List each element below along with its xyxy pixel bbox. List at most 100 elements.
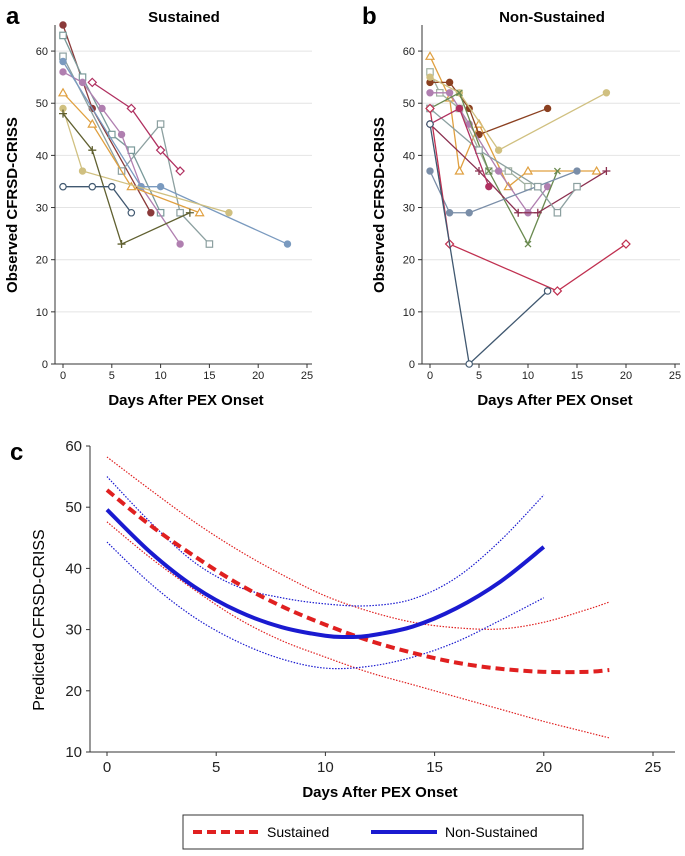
- data-point: [78, 78, 87, 87]
- series-line: [62, 61, 288, 245]
- data-point: [494, 167, 503, 175]
- series-line: [62, 71, 181, 245]
- y-tick-label: 50: [65, 499, 82, 516]
- data-point: [553, 208, 562, 217]
- data-point: [78, 167, 87, 175]
- panel-b-xlabel: Days After PEX Onset: [477, 392, 632, 409]
- x-tick-label: 5: [212, 759, 220, 776]
- x-tick-label: 15: [571, 370, 583, 382]
- data-point: [445, 78, 454, 87]
- x-tick-label: 10: [522, 370, 534, 382]
- data-point: [494, 146, 503, 154]
- y-tick-label: 50: [36, 98, 48, 110]
- legend-label-sustained: Sustained: [267, 824, 329, 840]
- panel-letter-b: b: [362, 3, 377, 30]
- data-point: [59, 21, 67, 29]
- y-tick-label: 60: [403, 46, 415, 58]
- data-point: [573, 167, 581, 175]
- panel-a-ylabel: Observed CFRSD-CRISS: [4, 117, 21, 293]
- data-point: [176, 208, 184, 217]
- data-point: [591, 165, 602, 175]
- fit-line-non-sustained: [105, 508, 546, 640]
- data-point: [553, 167, 561, 175]
- data-point: [126, 103, 137, 114]
- y-tick-label: 60: [36, 46, 48, 58]
- data-point: [621, 239, 631, 249]
- ci-line-sustained: [106, 456, 610, 630]
- data-point: [88, 146, 97, 155]
- data-point: [455, 104, 464, 113]
- data-point: [485, 167, 493, 175]
- x-tick-label: 5: [476, 370, 482, 382]
- data-point: [185, 208, 194, 217]
- series-line: [429, 108, 627, 292]
- series-line: [91, 81, 181, 172]
- data-point: [426, 120, 434, 128]
- data-point: [147, 209, 155, 217]
- data-point: [117, 130, 126, 139]
- panel-a-xlabel: Days After PEX Onset: [108, 392, 263, 409]
- panel-letter-a: a: [6, 3, 20, 30]
- data-point: [98, 104, 106, 113]
- data-point: [475, 167, 483, 176]
- data-point: [175, 166, 185, 176]
- series-line: [430, 92, 549, 214]
- data-point: [59, 57, 67, 66]
- data-point: [533, 208, 542, 217]
- data-point: [426, 89, 434, 97]
- panel-a-title: Sustained: [148, 9, 220, 26]
- data-point: [552, 286, 563, 296]
- data-point: [57, 87, 69, 97]
- x-tick-label: 25: [669, 370, 681, 382]
- data-point: [445, 89, 454, 97]
- panel-b-non-sustained: b Non-Sustained Observed CFRSD-CRISS Day…: [362, 3, 681, 409]
- panel-c-xlabel: Days After PEX Onset: [302, 784, 457, 801]
- series-line: [62, 113, 191, 245]
- data-point: [445, 209, 454, 217]
- series-line: [62, 92, 200, 214]
- data-point: [602, 167, 611, 176]
- data-point: [59, 31, 67, 40]
- panel-c-plot-area: 10 20 30 40 50 60 0 5 10 15 20 25: [65, 438, 675, 776]
- data-point: [533, 182, 542, 191]
- panel-b-ylabel: Observed CFRSD-CRISS: [371, 117, 388, 293]
- data-point: [156, 182, 165, 191]
- y-tick-label: 20: [65, 683, 82, 700]
- x-tick-label: 10: [154, 370, 166, 382]
- legend-label-non-sustained: Non-Sustained: [445, 824, 538, 840]
- panel-b-title: Non-Sustained: [499, 9, 605, 26]
- panel-a-plot-area: 0 10 20 30 40 50 60 0 5 10 15 20 25: [36, 21, 313, 382]
- y-tick-label: 10: [403, 307, 415, 319]
- y-tick-label: 30: [36, 203, 48, 215]
- y-tick-label: 0: [42, 359, 48, 371]
- y-tick-label: 30: [403, 203, 415, 215]
- fit-line-sustained: [105, 488, 610, 675]
- x-tick-label: 20: [620, 370, 632, 382]
- panel-b-plot-area: 0 10 20 30 40 50 60 0 5 10 15 20 25: [403, 25, 681, 382]
- data-point: [573, 182, 581, 191]
- y-tick-label: 10: [65, 744, 82, 761]
- y-tick-label: 40: [65, 560, 82, 577]
- data-point: [426, 73, 434, 81]
- data-point: [426, 167, 434, 175]
- y-tick-label: 50: [403, 98, 415, 110]
- x-tick-label: 15: [203, 370, 215, 382]
- data-point: [59, 109, 67, 118]
- x-tick-label: 5: [109, 370, 115, 382]
- series-line: [429, 76, 607, 152]
- data-point: [522, 165, 534, 175]
- ci-line-non-sustained: [106, 541, 545, 670]
- x-tick-label: 25: [301, 370, 313, 382]
- data-point: [88, 182, 97, 191]
- data-point: [514, 208, 523, 217]
- data-point: [454, 165, 465, 175]
- data-point: [425, 103, 435, 114]
- data-point: [59, 68, 67, 76]
- data-point: [117, 240, 126, 249]
- series-line: [62, 24, 152, 214]
- legend: Sustained Non-Sustained: [182, 814, 584, 850]
- x-tick-label: 0: [427, 370, 433, 382]
- data-point: [543, 287, 552, 295]
- data-point: [485, 182, 493, 191]
- y-tick-label: 30: [65, 622, 82, 639]
